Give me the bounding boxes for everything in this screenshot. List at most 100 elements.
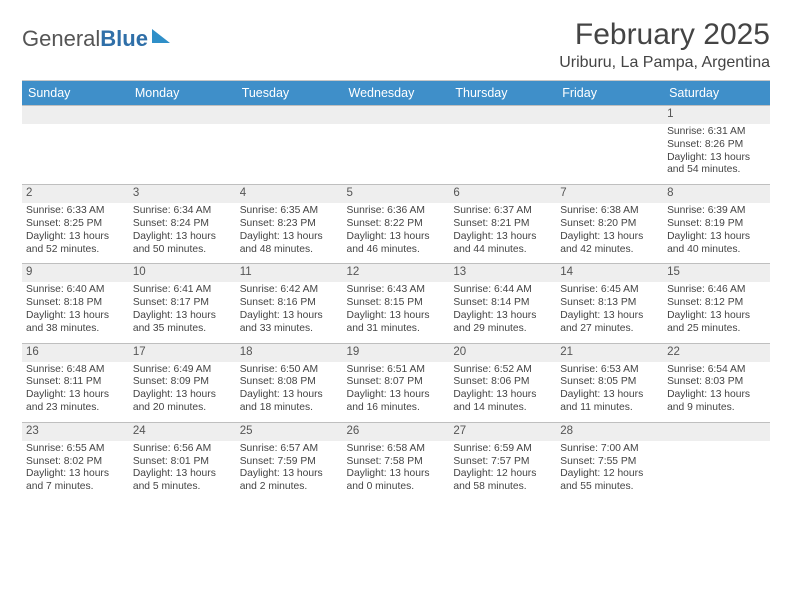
daylight-text: Daylight: 13 hours and 50 minutes.	[133, 231, 232, 257]
sunset-text: Sunset: 8:06 PM	[453, 376, 552, 389]
daylight-text: Daylight: 13 hours and 25 minutes.	[667, 310, 766, 336]
day-number: 20	[449, 344, 556, 362]
sunrise-text: Sunrise: 6:45 AM	[560, 284, 659, 297]
sunrise-text: Sunrise: 6:38 AM	[560, 205, 659, 218]
daylight-text: Daylight: 13 hours and 2 minutes.	[240, 468, 339, 494]
sunrise-text: Sunrise: 6:44 AM	[453, 284, 552, 297]
day-body-empty	[556, 124, 663, 182]
day-body: Sunrise: 6:58 AMSunset: 7:58 PMDaylight:…	[343, 441, 450, 501]
day-number: 3	[129, 185, 236, 203]
calendar-table: SundayMondayTuesdayWednesdayThursdayFrid…	[22, 81, 770, 501]
calendar-week-row: 2Sunrise: 6:33 AMSunset: 8:25 PMDaylight…	[22, 185, 770, 264]
sunset-text: Sunset: 8:12 PM	[667, 297, 766, 310]
calendar-day-cell: 13Sunrise: 6:44 AMSunset: 8:14 PMDayligh…	[449, 264, 556, 343]
calendar-day-cell: 16Sunrise: 6:48 AMSunset: 8:11 PMDayligh…	[22, 343, 129, 422]
sunrise-text: Sunrise: 6:43 AM	[347, 284, 446, 297]
sunset-text: Sunset: 8:11 PM	[26, 376, 125, 389]
sunset-text: Sunset: 8:01 PM	[133, 456, 232, 469]
day-number-empty	[449, 106, 556, 124]
daylight-text: Daylight: 13 hours and 16 minutes.	[347, 389, 446, 415]
daylight-text: Daylight: 13 hours and 40 minutes.	[667, 231, 766, 257]
sunset-text: Sunset: 8:16 PM	[240, 297, 339, 310]
day-header: Friday	[556, 81, 663, 106]
daylight-text: Daylight: 13 hours and 20 minutes.	[133, 389, 232, 415]
day-body: Sunrise: 6:31 AMSunset: 8:26 PMDaylight:…	[663, 124, 770, 184]
day-number: 18	[236, 344, 343, 362]
sunrise-text: Sunrise: 6:33 AM	[26, 205, 125, 218]
day-header: Tuesday	[236, 81, 343, 106]
calendar-day-cell: 19Sunrise: 6:51 AMSunset: 8:07 PMDayligh…	[343, 343, 450, 422]
day-body: Sunrise: 6:43 AMSunset: 8:15 PMDaylight:…	[343, 282, 450, 342]
calendar-day-cell	[129, 106, 236, 185]
day-body-empty	[22, 124, 129, 182]
daylight-text: Daylight: 13 hours and 52 minutes.	[26, 231, 125, 257]
calendar-day-cell: 26Sunrise: 6:58 AMSunset: 7:58 PMDayligh…	[343, 422, 450, 501]
calendar-week-row: 1Sunrise: 6:31 AMSunset: 8:26 PMDaylight…	[22, 106, 770, 185]
sunset-text: Sunset: 8:05 PM	[560, 376, 659, 389]
day-body: Sunrise: 6:52 AMSunset: 8:06 PMDaylight:…	[449, 362, 556, 422]
sunrise-text: Sunrise: 6:56 AM	[133, 443, 232, 456]
day-body: Sunrise: 6:46 AMSunset: 8:12 PMDaylight:…	[663, 282, 770, 342]
calendar-day-cell: 5Sunrise: 6:36 AMSunset: 8:22 PMDaylight…	[343, 185, 450, 264]
logo-text-2: Blue	[100, 26, 148, 52]
calendar-day-cell: 9Sunrise: 6:40 AMSunset: 8:18 PMDaylight…	[22, 264, 129, 343]
day-number: 7	[556, 185, 663, 203]
title-block: February 2025 Uriburu, La Pampa, Argenti…	[559, 18, 770, 72]
sunrise-text: Sunrise: 6:54 AM	[667, 364, 766, 377]
calendar-day-cell: 24 Sunrise: 6:56 AMSunset: 8:01 PMDayligh…	[129, 422, 236, 501]
day-body: Sunrise: 6:59 AMSunset: 7:57 PMDaylight:…	[449, 441, 556, 501]
daylight-text: Daylight: 13 hours and 42 minutes.	[560, 231, 659, 257]
sunset-text: Sunset: 8:07 PM	[347, 376, 446, 389]
day-body: Sunrise: 6:51 AMSunset: 8:07 PMDaylight:…	[343, 362, 450, 422]
day-number: 16	[22, 344, 129, 362]
day-number-empty	[129, 106, 236, 124]
sunset-text: Sunset: 8:09 PM	[133, 376, 232, 389]
calendar-day-cell	[663, 422, 770, 501]
day-body: Sunrise: 6:36 AMSunset: 8:22 PMDaylight:…	[343, 203, 450, 263]
day-body: Sunrise: 6:40 AMSunset: 8:18 PMDaylight:…	[22, 282, 129, 342]
day-body: Sunrise: 6:44 AMSunset: 8:14 PMDaylight:…	[449, 282, 556, 342]
day-body: Sunrise: 6:49 AMSunset: 8:09 PMDaylight:…	[129, 362, 236, 422]
sunset-text: Sunset: 8:17 PM	[133, 297, 232, 310]
day-body: Sunrise: 6:35 AMSunset: 8:23 PMDaylight:…	[236, 203, 343, 263]
calendar-day-cell: 17Sunrise: 6:49 AMSunset: 8:09 PMDayligh…	[129, 343, 236, 422]
sunset-text: Sunset: 8:21 PM	[453, 218, 552, 231]
daylight-text: Daylight: 12 hours and 55 minutes.	[560, 468, 659, 494]
day-number: 13	[449, 264, 556, 282]
day-number: 14	[556, 264, 663, 282]
sunrise-text: Sunrise: 6:57 AM	[240, 443, 339, 456]
day-number-empty	[556, 106, 663, 124]
day-number: 24	[129, 423, 236, 441]
day-body: Sunrise: 6:54 AMSunset: 8:03 PMDaylight:…	[663, 362, 770, 422]
daylight-text: Daylight: 13 hours and 48 minutes.	[240, 231, 339, 257]
calendar-week-row: 23Sunrise: 6:55 AMSunset: 8:02 PMDayligh…	[22, 422, 770, 501]
sunset-text: Sunset: 8:19 PM	[667, 218, 766, 231]
sunrise-text: Sunrise: 6:40 AM	[26, 284, 125, 297]
sunset-text: Sunset: 8:08 PM	[240, 376, 339, 389]
calendar-day-cell: 10Sunrise: 6:41 AMSunset: 8:17 PMDayligh…	[129, 264, 236, 343]
daylight-text: Daylight: 13 hours and 5 minutes.	[133, 468, 232, 494]
sunset-text: Sunset: 8:23 PM	[240, 218, 339, 231]
sunrise-text: Sunrise: 6:55 AM	[26, 443, 125, 456]
day-body: Sunrise: 6:39 AMSunset: 8:19 PMDaylight:…	[663, 203, 770, 263]
day-number: 10	[129, 264, 236, 282]
day-body: Sunrise: 6:41 AMSunset: 8:17 PMDaylight:…	[129, 282, 236, 342]
calendar-day-cell: 15Sunrise: 6:46 AMSunset: 8:12 PMDayligh…	[663, 264, 770, 343]
month-title: February 2025	[559, 18, 770, 52]
page-header: GeneralBlue February 2025 Uriburu, La Pa…	[22, 18, 770, 72]
day-header: Wednesday	[343, 81, 450, 106]
sunrise-text: Sunrise: 6:53 AM	[560, 364, 659, 377]
day-number-empty	[343, 106, 450, 124]
day-body: Sunrise: 6:48 AMSunset: 8:11 PMDaylight:…	[22, 362, 129, 422]
calendar-week-row: 16Sunrise: 6:48 AMSunset: 8:11 PMDayligh…	[22, 343, 770, 422]
calendar-day-cell: 4Sunrise: 6:35 AMSunset: 8:23 PMDaylight…	[236, 185, 343, 264]
calendar-day-cell: 18Sunrise: 6:50 AMSunset: 8:08 PMDayligh…	[236, 343, 343, 422]
sunrise-text: Sunrise: 6:46 AM	[667, 284, 766, 297]
day-number: 22	[663, 344, 770, 362]
day-header-row: SundayMondayTuesdayWednesdayThursdayFrid…	[22, 81, 770, 106]
sunrise-text: Sunrise: 6:50 AM	[240, 364, 339, 377]
calendar-day-cell: 23Sunrise: 6:55 AMSunset: 8:02 PMDayligh…	[22, 422, 129, 501]
sunset-text: Sunset: 8:03 PM	[667, 376, 766, 389]
logo-sail-icon	[152, 29, 170, 43]
daylight-text: Daylight: 13 hours and 44 minutes.	[453, 231, 552, 257]
